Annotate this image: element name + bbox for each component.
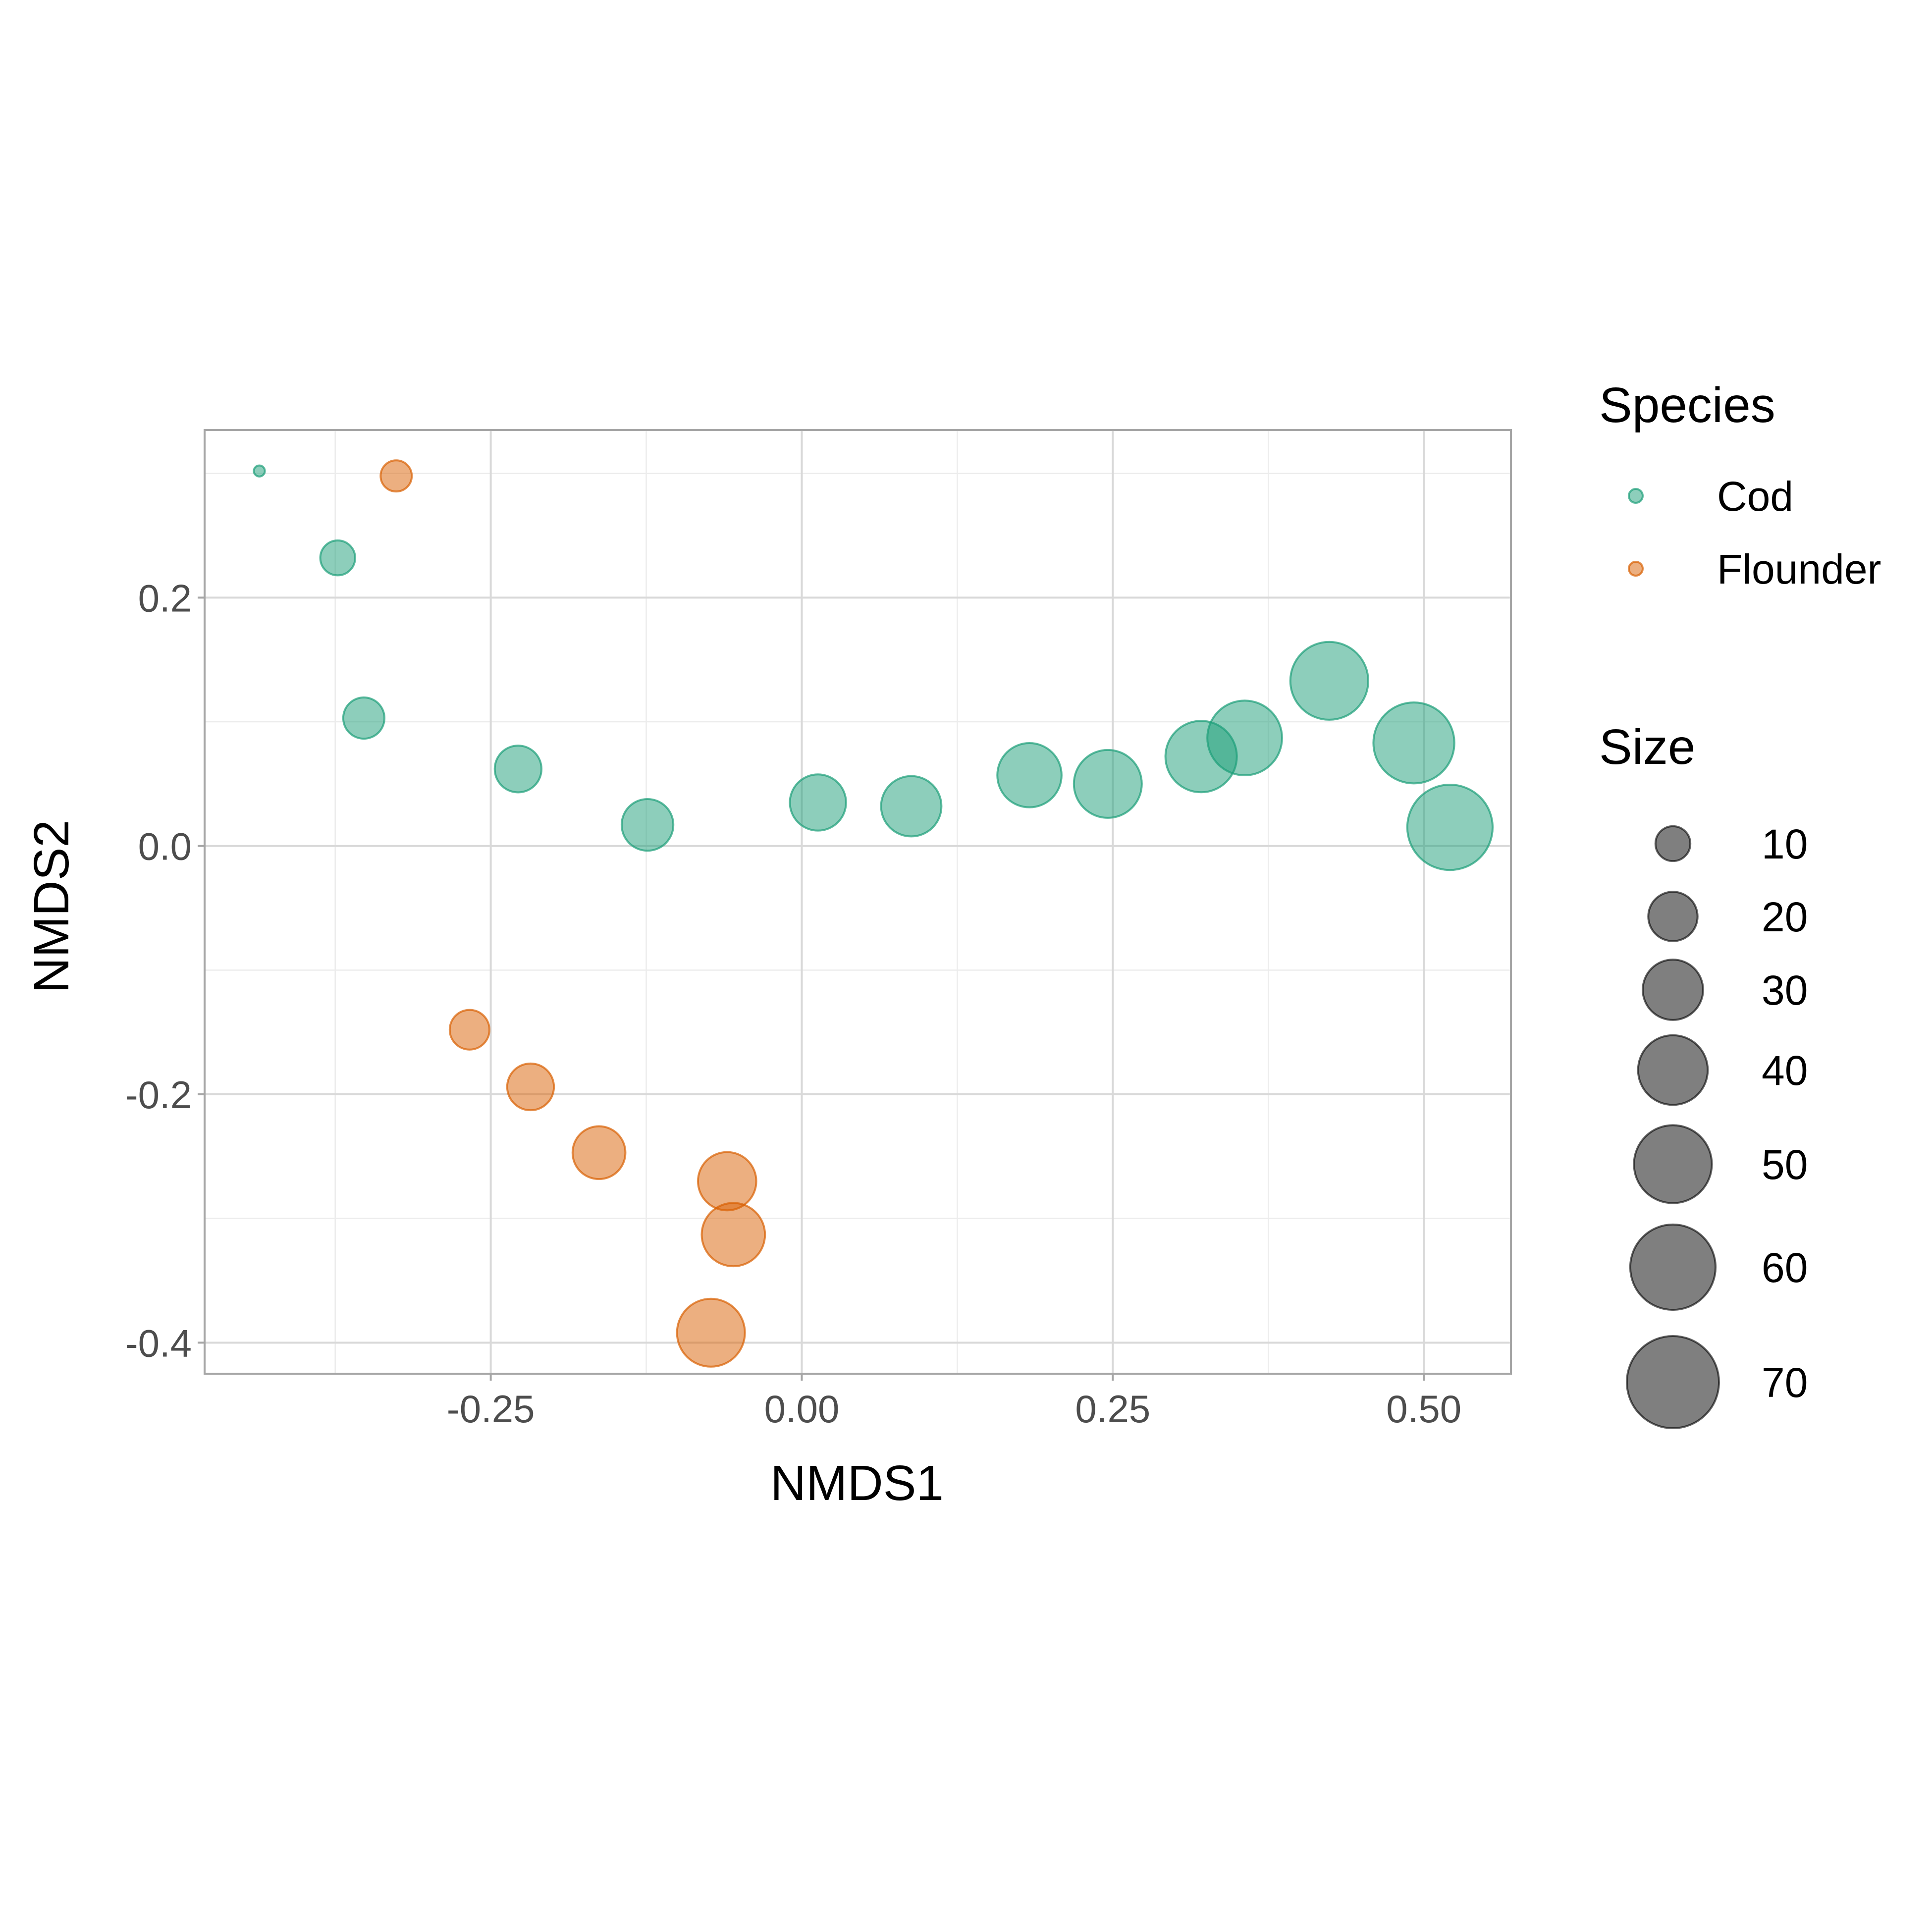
y-tick-label: -0.4 — [125, 1321, 192, 1365]
legend: Species Size Cod Flounder 10 20 30 40 50 60 70 — [1599, 377, 1881, 1429]
point-cod — [342, 696, 386, 740]
legend-size-label: 10 — [1762, 821, 1808, 867]
axis-ticks: -0.25 0.00 0.25 0.50 0.2 0.0 -0.2 -0.4 — [125, 576, 1462, 1431]
x-tick-label: -0.25 — [447, 1387, 535, 1431]
x-tick-label: 0.25 — [1075, 1387, 1150, 1431]
panel-border — [204, 429, 1512, 1375]
legend-size-label: 40 — [1762, 1047, 1808, 1094]
point-cod — [253, 464, 266, 478]
legend-key-flounder — [1628, 561, 1644, 577]
y-tick-label: 0.0 — [138, 825, 192, 868]
point-cod — [1289, 641, 1369, 721]
x-tick-label: 0.00 — [764, 1387, 840, 1431]
legend-size-title: Size — [1599, 719, 1696, 775]
point-flounder — [700, 1202, 766, 1268]
point-cod — [1406, 784, 1494, 871]
data-points — [253, 459, 1494, 1368]
point-flounder — [448, 1009, 491, 1051]
y-axis-title: NMDS2 — [24, 820, 79, 993]
legend-key-cod — [1628, 488, 1644, 504]
point-cod — [1073, 749, 1143, 819]
point-cod — [789, 773, 847, 832]
point-flounder — [697, 1151, 757, 1212]
legend-size-key — [1626, 1335, 1720, 1429]
x-axis-title: NMDS1 — [770, 1455, 944, 1511]
legend-size-key — [1654, 825, 1692, 862]
point-cod — [880, 775, 943, 838]
y-tick-label: 0.2 — [138, 576, 192, 620]
legend-size-key — [1633, 1124, 1713, 1204]
legend-size-items: 10 20 30 40 50 60 70 — [1626, 821, 1808, 1429]
point-cod — [319, 539, 356, 577]
y-tick-label: -0.2 — [125, 1073, 192, 1117]
point-cod — [996, 742, 1063, 808]
legend-size-label: 60 — [1762, 1244, 1808, 1291]
point-cod — [620, 798, 675, 852]
legend-species-title: Species — [1599, 377, 1775, 433]
legend-size-key — [1647, 891, 1699, 942]
point-cod — [493, 745, 543, 794]
point-flounder — [676, 1297, 746, 1368]
legend-size-label: 30 — [1762, 967, 1808, 1014]
legend-size-key — [1629, 1223, 1717, 1311]
point-cod — [1372, 701, 1455, 785]
legend-size-label: 70 — [1762, 1359, 1808, 1406]
point-flounder — [506, 1062, 555, 1112]
legend-species-items: Cod Flounder — [1628, 473, 1881, 592]
legend-label-flounder: Flounder — [1717, 546, 1881, 592]
legend-size-key — [1642, 959, 1704, 1021]
legend-label-cod: Cod — [1717, 473, 1793, 520]
point-cod — [1206, 699, 1283, 777]
point-flounder — [379, 459, 413, 493]
grid-lines — [205, 430, 1511, 1374]
x-tick-label: 0.50 — [1386, 1387, 1461, 1431]
legend-size-key — [1637, 1034, 1709, 1106]
legend-size-label: 20 — [1762, 894, 1808, 940]
point-flounder — [571, 1125, 627, 1181]
legend-size-label: 50 — [1762, 1141, 1808, 1188]
